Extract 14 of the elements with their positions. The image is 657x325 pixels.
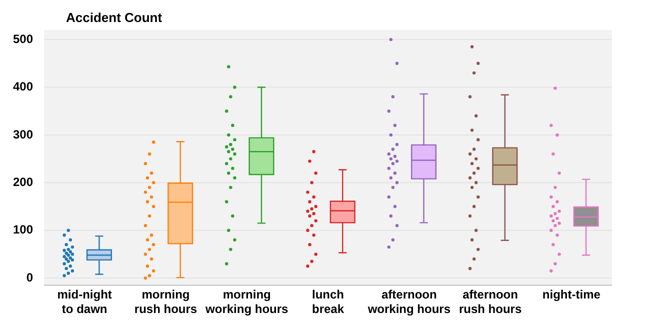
x-tick-label: afternoon rush hours	[458, 288, 522, 316]
y-tick-label: 500	[12, 32, 34, 46]
y-tick-label: 200	[12, 174, 34, 189]
x-tick-label: lunch break	[312, 288, 344, 316]
y-tick-label: 400	[12, 80, 34, 94]
x-tick-label: night-time	[542, 288, 601, 302]
y-tick-label: 100	[12, 222, 34, 237]
x-tick-label: morning working hours	[204, 288, 289, 316]
x-tick-label: morning rush hours	[134, 288, 198, 316]
y-axis-title: Accident Count	[66, 10, 162, 25]
y-tick-label: 0	[26, 270, 34, 284]
x-tick-label: afternoon working hours	[366, 288, 451, 316]
y-tick-label: 300	[12, 127, 34, 142]
x-tick-label: mid-night to dawn	[57, 288, 112, 316]
